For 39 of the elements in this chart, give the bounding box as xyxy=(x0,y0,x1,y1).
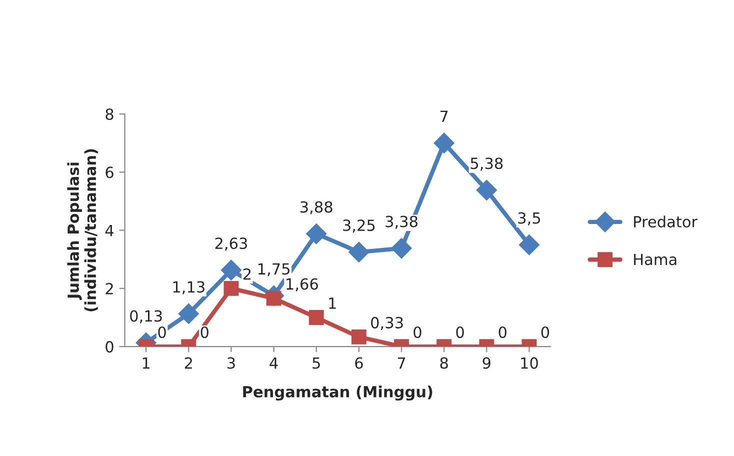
data-label: 5,38 xyxy=(470,158,503,171)
data-label: 1,66 xyxy=(286,278,318,292)
x-tick-label: 4 xyxy=(270,357,278,369)
legend-label: Predator xyxy=(634,216,698,228)
x-tick-label: 3 xyxy=(228,357,235,369)
data-label: 1,13 xyxy=(173,281,204,294)
data-label: 0,33 xyxy=(371,316,403,330)
x-tick-label: 6 xyxy=(355,357,363,369)
data-label: 0 xyxy=(498,326,506,338)
y-tick-label: 4 xyxy=(105,224,114,236)
data-label: 2,63 xyxy=(215,238,247,251)
x-tick-label: 8 xyxy=(440,357,448,369)
y-tick-label: 2 xyxy=(106,282,113,294)
data-label: 0 xyxy=(541,326,550,338)
x-axis-title: Pengamatan (Minggu) xyxy=(243,386,432,401)
x-tick-label: 10 xyxy=(521,357,538,369)
data-label: 3,38 xyxy=(386,216,418,229)
y-axis-title: Jumlah Populasi (individu/tanaman) xyxy=(67,149,98,312)
x-tick-label: 1 xyxy=(142,357,150,369)
data-label: 2 xyxy=(243,268,251,280)
y-tick-label: 8 xyxy=(106,108,114,120)
data-label: 3,5 xyxy=(518,212,540,226)
data-label: 0 xyxy=(414,326,422,338)
y-tick-label: 6 xyxy=(106,166,114,178)
x-tick-label: 5 xyxy=(312,357,320,369)
data-label: 0 xyxy=(158,326,166,338)
data-label: 1,75 xyxy=(258,263,290,276)
x-tick-label: 7 xyxy=(398,357,406,369)
data-label: 1 xyxy=(329,298,336,309)
legend-label: Hama xyxy=(634,254,676,266)
data-label: 3,25 xyxy=(343,220,375,233)
data-label: 3,88 xyxy=(300,201,332,214)
y-tick-label: 0 xyxy=(106,341,114,353)
data-label: 0 xyxy=(456,326,464,338)
x-tick-label: 2 xyxy=(184,357,192,369)
data-label: 0 xyxy=(200,326,208,338)
data-label: 0,13 xyxy=(130,310,162,324)
data-label: 7 xyxy=(440,110,448,122)
x-tick-label: 9 xyxy=(482,357,490,369)
